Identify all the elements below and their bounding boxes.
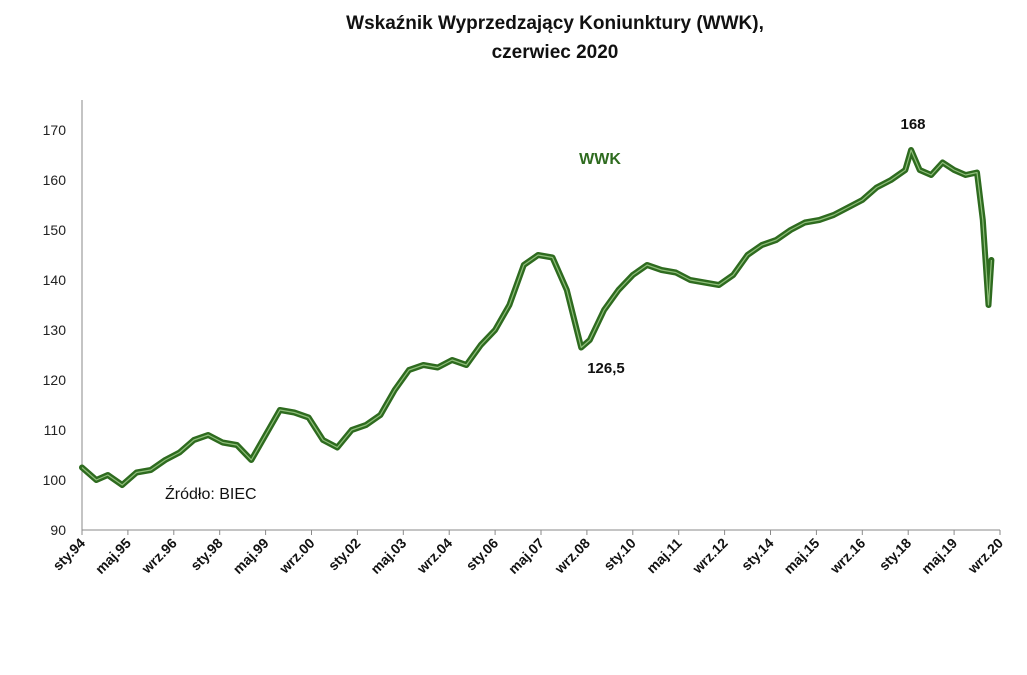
series-line-wwk	[79, 147, 995, 488]
series-wwk	[79, 147, 995, 488]
chart-title-line1: Wskaźnik Wyprzedzający Koniunktury (WWK)…	[346, 13, 764, 34]
series-label-wwk: WWK	[579, 151, 621, 168]
x-tick-label: sty.06	[463, 535, 502, 574]
y-tick-label: 100	[43, 472, 67, 488]
y-tick-label: 120	[43, 372, 67, 388]
y-tick-label: 150	[43, 222, 67, 238]
x-tick-label: sty.10	[600, 535, 639, 574]
y-tick-label: 90	[50, 522, 66, 538]
y-tick-label: 170	[43, 122, 67, 138]
x-tick-label: sty.14	[738, 535, 777, 574]
x-tick-label: sty.98	[187, 535, 226, 574]
x-tick-label: wrz.00	[275, 535, 317, 577]
x-tick-label: wrz.12	[688, 535, 730, 577]
x-tick-label: wrz.16	[826, 535, 868, 577]
x-tick-label: maj.07	[505, 535, 547, 577]
series-line-highlight	[81, 149, 992, 486]
y-tick-label: 140	[43, 272, 67, 288]
x-tick-label: maj.11	[643, 535, 685, 577]
annotation-trough: 126,5	[587, 360, 625, 377]
x-tick-label: wrz.04	[413, 535, 455, 577]
x-tick-label: maj.95	[92, 535, 134, 577]
x-tick-label: wrz.20	[964, 535, 1006, 577]
y-tick-label: 110	[44, 422, 67, 438]
annotation-peak: 168	[900, 116, 925, 133]
x-tick-label: sty.02	[325, 535, 364, 574]
x-tick-label: maj.99	[230, 535, 272, 577]
x-tick-label: maj.03	[367, 535, 409, 577]
x-tick-label: maj.19	[918, 535, 960, 577]
x-ticks: sty.94 maj.95 wrz.96 sty.98 maj.99 wrz.00 sty.…	[49, 530, 1006, 577]
x-tick-label: wrz.08	[551, 535, 593, 577]
y-ticks: 90 100 110 120 130 140 150 160 170	[43, 122, 67, 538]
source-note: Źródło: BIEC	[165, 484, 257, 503]
x-tick-label: sty.94	[49, 535, 88, 574]
x-tick-label: maj.15	[780, 535, 822, 577]
y-tick-label: 160	[43, 172, 67, 188]
x-tick-label: wrz.96	[138, 535, 180, 577]
y-tick-label: 130	[43, 322, 67, 338]
x-tick-label: sty.18	[876, 535, 915, 574]
chart-title-line2: czerwiec 2020	[492, 42, 619, 63]
